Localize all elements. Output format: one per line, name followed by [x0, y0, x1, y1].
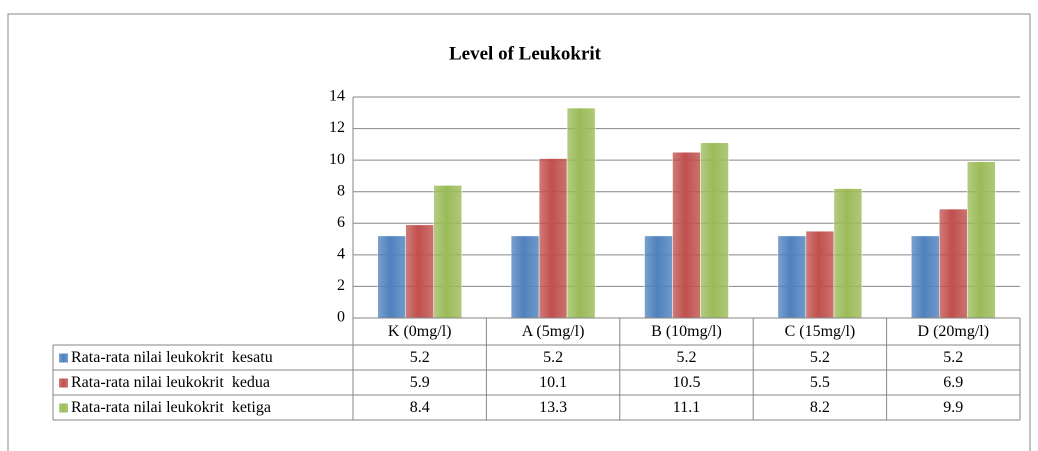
y-tick-label: 4 [337, 246, 345, 263]
table-value: 10.5 [673, 374, 701, 391]
x-tick-label: K (0mg/l) [388, 323, 452, 340]
y-tick-label: 12 [329, 119, 345, 136]
bar [833, 188, 863, 319]
y-tick-label: 6 [337, 214, 345, 231]
bar [538, 158, 568, 319]
legend-swatch [59, 378, 68, 388]
y-tick-label: 8 [337, 182, 345, 199]
legend-label: Rata-rata nilai leukokrit kesatu [71, 349, 273, 366]
legend-label: Rata-rata nilai leukokrit ketiga [71, 399, 271, 416]
y-tick-label: 2 [337, 277, 345, 294]
table-value: 10.1 [539, 374, 567, 391]
x-tick-label: B (10mg/l) [651, 323, 722, 340]
y-tick-label: 0 [337, 309, 345, 326]
x-tick-label: A (5mg/l) [522, 323, 585, 340]
table-value: 6.9 [943, 374, 963, 391]
x-tick-label: C (15mg/l) [785, 323, 856, 340]
bar [644, 235, 673, 319]
bar [510, 235, 540, 319]
x-tick-label: D (20mg/l) [918, 323, 990, 340]
table-value: 5.2 [810, 349, 830, 366]
table-value: 5.2 [543, 349, 563, 366]
y-tick-label: 14 [329, 88, 345, 105]
table-value: 11.1 [673, 399, 700, 416]
table-value: 5.5 [810, 374, 830, 391]
table-value: 8.4 [410, 399, 430, 416]
bar [405, 224, 434, 319]
bar [967, 161, 996, 319]
chart-title: Level of Leukokrit [449, 43, 602, 64]
table-value: 13.3 [539, 399, 567, 416]
table-value: 5.9 [410, 374, 430, 391]
legend-swatch [59, 353, 68, 363]
bar [939, 208, 968, 319]
bar [777, 235, 807, 319]
table-value: 9.9 [943, 399, 963, 416]
bar [672, 152, 701, 319]
bar [805, 230, 835, 319]
legend-label: Rata-rata nilai leukokrit kedua [71, 374, 270, 391]
table-value: 5.2 [943, 349, 963, 366]
bar [433, 185, 462, 319]
table-value: 5.2 [677, 349, 697, 366]
bar [566, 107, 596, 319]
y-tick-label: 10 [329, 151, 345, 168]
legend-swatch [59, 403, 68, 413]
bar [700, 142, 729, 319]
bar [377, 235, 406, 319]
table-value: 5.2 [410, 349, 430, 366]
bar [911, 235, 940, 319]
table-value: 8.2 [810, 399, 830, 416]
chart-frame [7, 13, 1031, 451]
